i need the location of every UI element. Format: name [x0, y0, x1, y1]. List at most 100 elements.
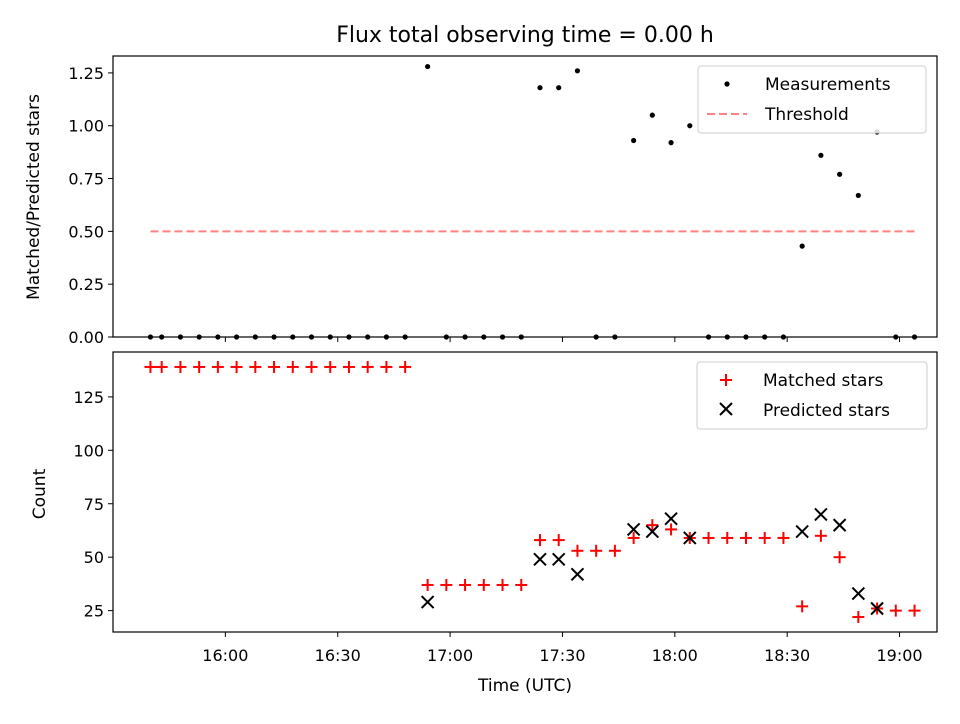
y-tick-label: 0.50 [68, 222, 104, 241]
ratio-legend: Measurements Threshold [697, 65, 927, 134]
legend-matched-swatch [720, 374, 732, 386]
count-legend-box [696, 361, 928, 430]
matched-star-marker [777, 531, 790, 544]
matched-star-marker [833, 551, 846, 564]
matched-star-marker [440, 578, 453, 591]
predicted-star-marker [870, 601, 884, 616]
predicted-star-marker [832, 518, 847, 532]
matched-star-marker [665, 523, 678, 536]
matched-star-marker [230, 360, 243, 373]
matched-star-marker [421, 578, 434, 591]
matched-star-marker [627, 531, 640, 544]
count-plot-frame [112, 351, 938, 633]
predicted-star-marker [533, 552, 547, 567]
measurement-point [687, 123, 693, 129]
matched-star-marker [889, 604, 902, 617]
measurement-point [537, 85, 543, 91]
ratio-plot-frame [112, 55, 938, 338]
matched-star-marker [908, 604, 921, 617]
predicted-star-marker [645, 524, 660, 539]
matched-star-marker [852, 611, 865, 624]
matched-star-marker [515, 578, 528, 591]
x-tick-label: 16:00 [202, 646, 248, 665]
y-tick-label: 125 [73, 388, 104, 407]
count-plot-marks [144, 360, 921, 624]
x-tick-label: 18:30 [764, 646, 810, 665]
legend-measurements-swatch [724, 81, 730, 87]
matched-star-marker [268, 360, 281, 373]
matched-star-marker [571, 544, 584, 557]
matched-star-marker [399, 360, 412, 373]
star-count-panel: Count Time (UTC) 25 50 75 100 125 16:00 16:30 1… [30, 351, 938, 696]
predicted-star-marker [664, 512, 678, 526]
matched-star-marker [477, 578, 490, 591]
measurement-point [837, 171, 843, 177]
legend-measurements-label: Measurements [765, 75, 891, 95]
predicted-star-marker [683, 531, 697, 545]
matched-star-marker [155, 360, 168, 373]
matched-star-marker [249, 360, 262, 373]
matched-star-marker [286, 360, 299, 373]
matched-star-marker [193, 360, 206, 373]
y-tick-label: 50 [84, 548, 104, 567]
x-tick-label: 17:00 [427, 646, 473, 665]
matched-star-marker [174, 360, 187, 373]
legend-predicted-swatch [719, 402, 733, 416]
x-tick-label: 19:00 [876, 646, 922, 665]
matched-star-marker [305, 360, 318, 373]
matched-star-marker [324, 360, 337, 373]
x-tick-label: 16:30 [315, 646, 361, 665]
predicted-star-marker [795, 524, 809, 539]
chart-title: Flux total observing time = 0.00 h [336, 23, 714, 48]
matched-star-marker [814, 529, 827, 542]
matched-star-marker [459, 578, 472, 591]
matched-star-marker [211, 360, 224, 373]
matched-star-marker [646, 519, 659, 532]
predicted-star-marker [626, 522, 641, 537]
y-tick-label: 25 [84, 602, 104, 621]
flux-ratio-panel: Flux total observing time = 0.00 h Match… [24, 23, 938, 347]
count-legend: Matched stars Predicted stars [696, 361, 928, 430]
matched-star-marker [552, 534, 565, 547]
count-axes: 25 50 75 100 125 16:00 16:30 17:00 17:30 18:00 18:… [73, 388, 922, 665]
matched-star-marker [380, 360, 393, 373]
matched-star-marker [496, 578, 509, 591]
legend-predicted-label: Predicted stars [763, 401, 890, 421]
y-tick-label: 0.75 [68, 170, 104, 189]
ratio-axes: 0.00 0.25 0.50 0.75 1.00 1.25 [68, 64, 901, 347]
matched-star-marker [702, 531, 715, 544]
matched-star-marker [608, 544, 621, 557]
x-tick-label: 18:00 [652, 646, 698, 665]
predicted-star-marker [420, 595, 435, 609]
matched-star-marker [721, 531, 734, 544]
matched-star-marker [796, 600, 809, 613]
measurement-point [574, 68, 581, 74]
legend-matched-label: Matched stars [763, 371, 883, 391]
matched-star-marker [533, 534, 546, 547]
x-tick-label: 17:30 [539, 646, 585, 665]
count-x-axis-label: Time (UTC) [477, 676, 572, 696]
measurement-point [556, 85, 562, 91]
predicted-star-marker [552, 552, 566, 567]
measurement-point [818, 152, 824, 158]
measurement-point [649, 112, 655, 118]
measurement-point [799, 243, 805, 249]
legend-threshold-label: Threshold [764, 105, 849, 125]
matched-star-marker [342, 360, 355, 373]
predicted-star-marker [570, 567, 585, 581]
matched-star-marker [590, 544, 603, 557]
ratio-legend-box [697, 65, 927, 134]
ratio-y-axis-label: Matched/Predicted stars [24, 94, 44, 300]
y-tick-label: 100 [73, 441, 104, 460]
matched-star-marker [739, 531, 752, 544]
measurement-point [631, 137, 637, 144]
measurement-point [668, 140, 674, 146]
matched-star-marker [758, 531, 771, 544]
matched-star-marker [361, 360, 374, 373]
y-tick-label: 0.00 [68, 328, 104, 347]
predicted-star-marker [851, 586, 866, 601]
y-tick-label: 0.25 [68, 275, 104, 294]
y-tick-label: 1.00 [68, 117, 104, 136]
